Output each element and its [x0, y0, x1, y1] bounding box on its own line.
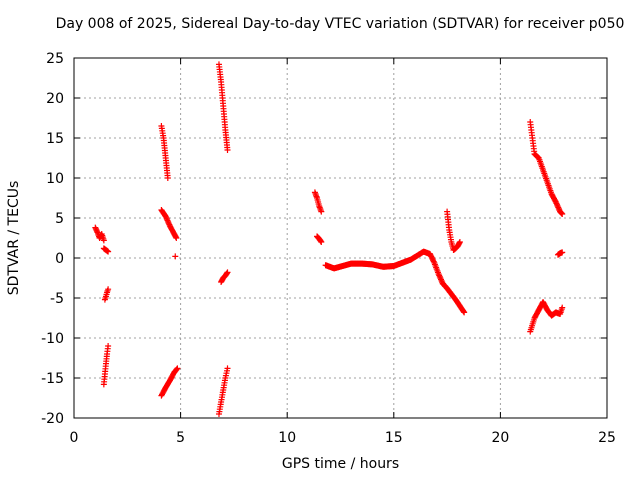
data-point	[164, 217, 171, 224]
data-point	[555, 204, 562, 211]
data-point	[224, 269, 231, 276]
data-point	[461, 309, 468, 316]
data-point	[224, 147, 231, 153]
data-point	[559, 211, 566, 217]
data-point	[100, 237, 107, 244]
axis-ticks: 0 5 10 15 20 25 -20 -15 -10 -5 0 5 10 15 20 25	[41, 51, 616, 446]
data-point	[105, 343, 112, 349]
y-tick-label: -15	[41, 371, 64, 387]
y-tick-label: 20	[46, 91, 64, 107]
data-point	[163, 216, 170, 223]
x-tick-label: 15	[385, 430, 403, 446]
data-point	[559, 249, 566, 256]
data-point	[435, 271, 442, 277]
data-point	[163, 214, 170, 221]
data-point	[224, 365, 231, 372]
data-point	[460, 308, 467, 315]
data-point	[436, 273, 443, 280]
data-points	[92, 61, 566, 417]
data-point	[554, 203, 561, 210]
x-tick-label: 10	[278, 430, 296, 446]
y-tick-label: 25	[46, 51, 64, 67]
y-tick-label: -10	[41, 331, 64, 347]
data-point	[555, 205, 562, 212]
data-point	[172, 253, 179, 260]
data-point	[437, 275, 444, 282]
y-tick-label: 10	[46, 171, 64, 187]
data-point	[174, 365, 181, 372]
y-tick-label: 15	[46, 131, 64, 147]
x-axis-label: GPS time / hours	[281, 456, 400, 472]
data-point	[438, 277, 445, 284]
data-point	[162, 213, 169, 220]
data-point	[552, 199, 559, 205]
y-axis-label: SDTVAR / TECUs	[6, 180, 22, 296]
data-point	[173, 235, 180, 241]
y-tick-label: -20	[41, 411, 64, 427]
y-axis-label-wrap: SDTVAR / TECUs	[2, 58, 26, 418]
data-point	[165, 220, 172, 227]
x-tick-label: 20	[491, 430, 509, 446]
data-point	[430, 258, 437, 265]
data-point	[105, 286, 112, 293]
plot-frame	[73, 57, 608, 419]
data-point	[318, 208, 325, 215]
data-point	[318, 239, 325, 245]
data-point	[165, 218, 172, 225]
y-tick-label: -5	[50, 291, 64, 307]
y-tick-label: 0	[55, 251, 64, 267]
grid-lines	[74, 58, 607, 418]
chart-title: Day 008 of 2025, Sidereal Day-to-day VTE…	[55, 16, 625, 32]
data-point	[164, 175, 171, 181]
x-tick-label: 5	[176, 430, 185, 446]
data-point	[559, 304, 566, 311]
x-tick-label: 0	[70, 430, 79, 446]
data-point	[554, 201, 561, 208]
data-point	[456, 239, 463, 245]
data-point	[438, 276, 445, 283]
data-point	[436, 272, 443, 279]
data-point	[173, 366, 180, 373]
x-tick-label: 25	[598, 430, 616, 446]
data-point	[553, 200, 560, 207]
data-point	[105, 248, 112, 255]
y-tick-label: 5	[55, 211, 64, 227]
